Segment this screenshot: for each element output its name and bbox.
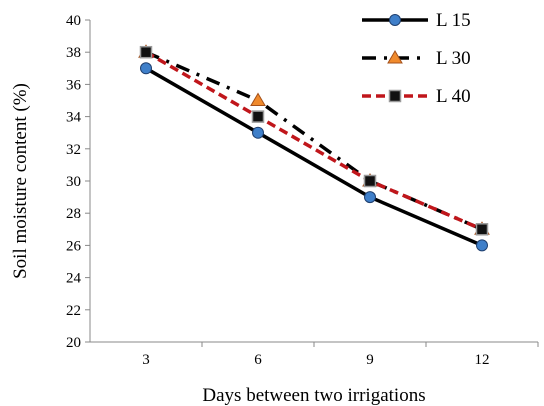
- y-tick-label: 20: [66, 335, 81, 351]
- data-point: [250, 92, 266, 106]
- x-axis-ticks: 3 6 9 12: [142, 342, 539, 368]
- data-point: [139, 45, 153, 59]
- legend-label: L 15: [436, 10, 471, 31]
- legend-label: L 30: [436, 48, 471, 69]
- series-2: [138, 44, 490, 235]
- series-1: [140, 62, 488, 252]
- data-point: [252, 126, 264, 139]
- y-tick-label: 36: [66, 77, 82, 93]
- x-axis-title: Days between two irrigations: [202, 385, 425, 406]
- data-point: [363, 174, 377, 188]
- y-tick-label: 32: [66, 142, 81, 158]
- y-tick-label: 26: [66, 238, 82, 254]
- data-point: [364, 191, 376, 204]
- series-3: [139, 45, 489, 236]
- x-tick-label: 6: [254, 352, 262, 368]
- y-tick-label: 38: [66, 45, 81, 61]
- x-tick-label: 12: [475, 352, 490, 368]
- data-point: [140, 62, 152, 75]
- y-tick-label: 30: [66, 174, 81, 190]
- data-point: [475, 223, 489, 236]
- y-axis-title: Soil moisture content (%): [10, 83, 31, 279]
- y-axis-ticks: 20 22 24 26 28 30 32 34 36 38 40: [66, 13, 90, 351]
- axes: [89, 20, 538, 343]
- y-tick-label: 24: [66, 271, 82, 287]
- series-layer: [138, 44, 490, 252]
- series-line: [145, 50, 483, 231]
- x-tick-label: 9: [366, 352, 374, 368]
- legend-marker: [388, 89, 402, 103]
- data-point: [476, 239, 488, 252]
- legend-item: L 40: [362, 86, 471, 107]
- legend-marker: [387, 50, 403, 64]
- legend-label: L 40: [436, 86, 471, 107]
- legend-marker: [389, 14, 401, 26]
- legend: L 15 L 30 L 40: [362, 10, 471, 107]
- y-tick-label: 40: [66, 13, 81, 29]
- y-tick-label: 22: [66, 303, 81, 319]
- y-tick-label: 28: [66, 206, 81, 222]
- series-line: [145, 66, 483, 248]
- x-tick-label: 3: [142, 352, 150, 368]
- series-line: [145, 50, 483, 231]
- legend-item: L 30: [362, 48, 471, 69]
- legend-item: L 15: [362, 10, 471, 31]
- y-tick-label: 34: [66, 110, 82, 126]
- data-point: [251, 110, 265, 123]
